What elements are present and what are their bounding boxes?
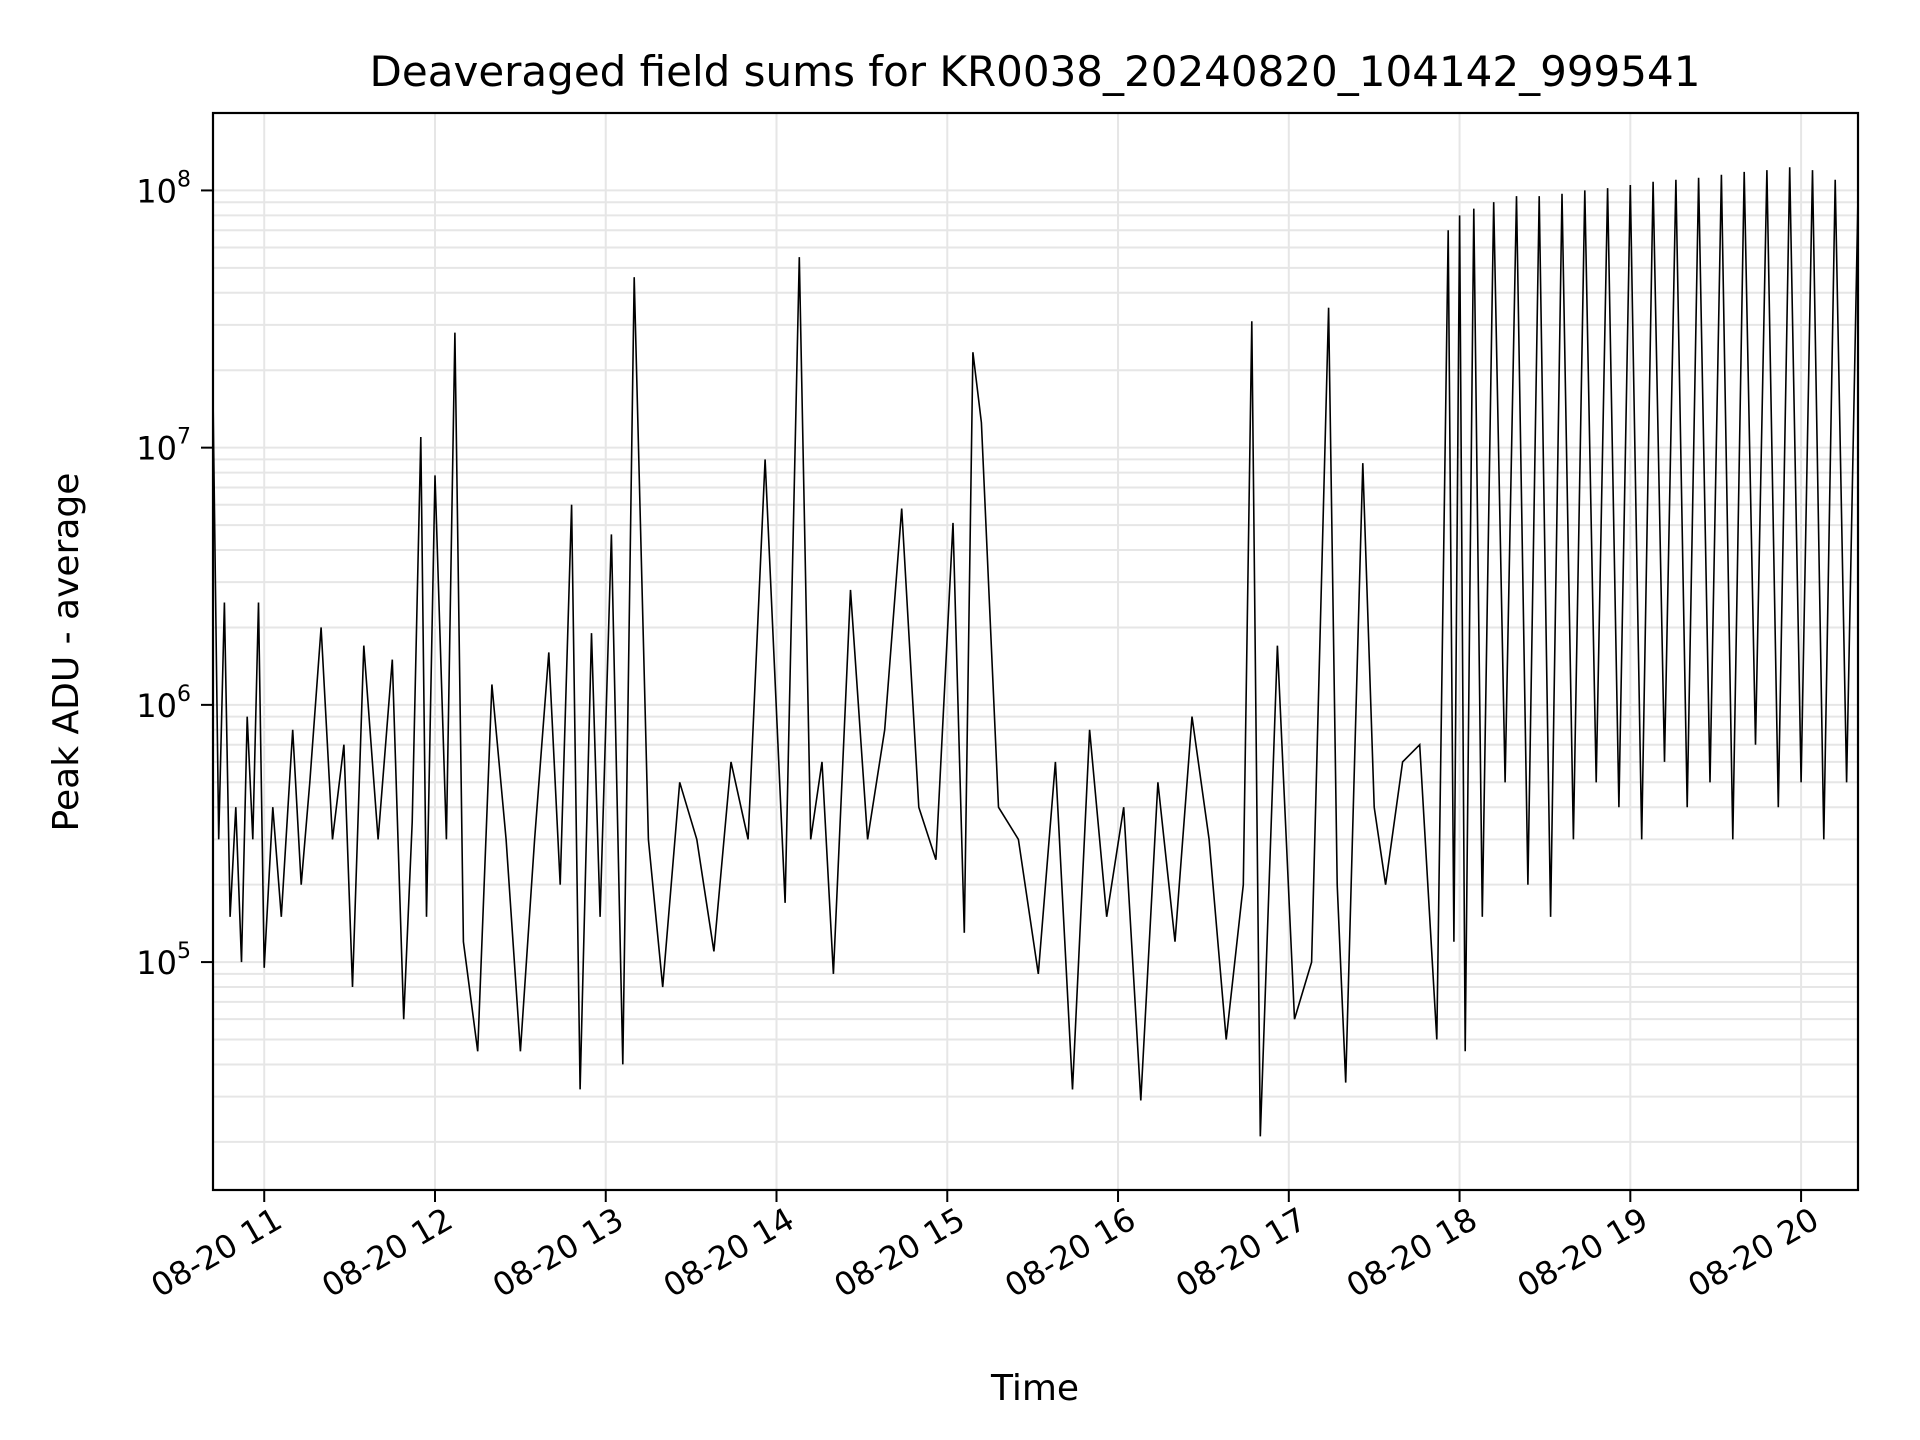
x-tick-label: 08-20 18 [1340, 1200, 1484, 1305]
x-tick-label: 08-20 12 [315, 1200, 459, 1305]
x-tick-label: 08-20 20 [1681, 1200, 1825, 1305]
y-axis-label: Peak ADU - average [46, 473, 87, 832]
x-axis-label: Time [990, 1368, 1079, 1409]
x-tick-label: 08-20 14 [657, 1200, 801, 1305]
chart-title: Deaveraged field sums for KR0038_2024082… [370, 47, 1701, 96]
x-tick-label: 08-20 19 [1511, 1200, 1655, 1305]
x-tick-label: 08-20 11 [145, 1200, 289, 1305]
x-tick-label: 08-20 17 [1169, 1200, 1313, 1305]
y-tick-label: 106 [136, 682, 191, 725]
x-tick-label: 08-20 16 [998, 1200, 1142, 1305]
y-axis: 105 106 107 108 [136, 167, 213, 982]
x-axis: 08-20 11 08-20 12 08-20 13 08-20 14 08-20 15… [145, 1190, 1825, 1305]
plot-frame [211, 111, 1860, 1192]
x-tick-label: 08-20 15 [828, 1200, 972, 1305]
y-tick-label: 108 [136, 167, 191, 210]
y-tick-label: 107 [136, 425, 191, 468]
y-tick-label: 105 [136, 939, 191, 982]
series-group [212, 167, 1859, 1137]
series-line [212, 167, 1859, 1137]
x-tick-label: 08-20 13 [486, 1200, 630, 1305]
